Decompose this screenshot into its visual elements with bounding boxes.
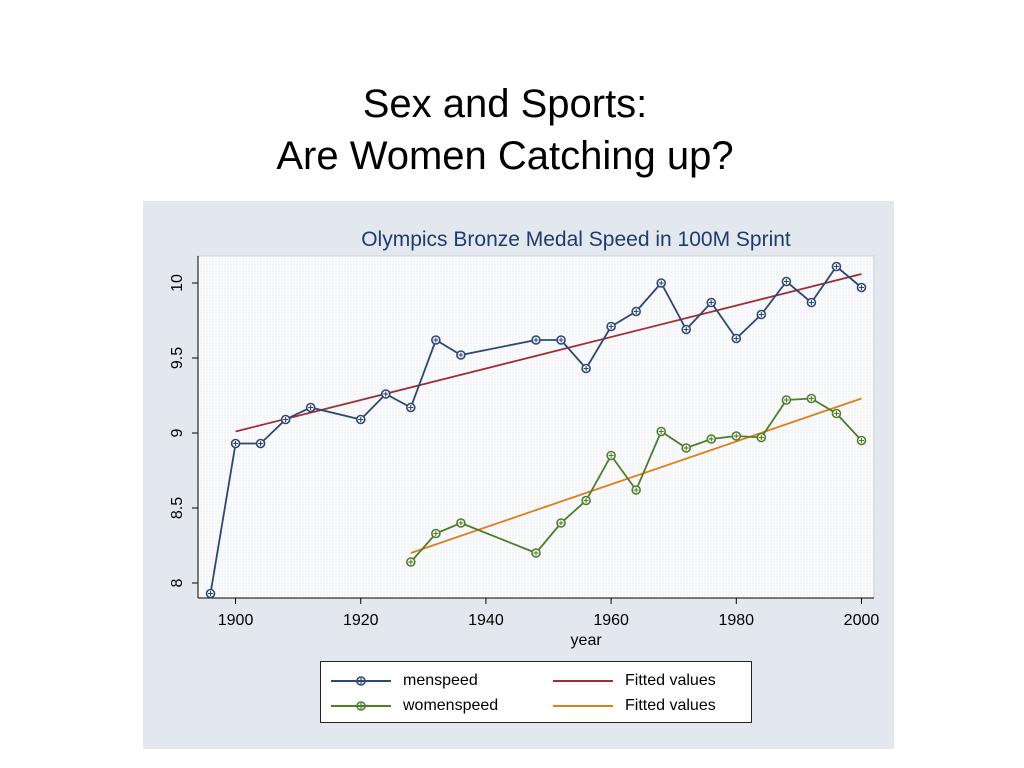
series-menspeed-point (355, 414, 366, 425)
series-menspeed-point (656, 278, 666, 288)
series-menspeed-point (205, 588, 216, 599)
series-women-fitted-line (410, 397, 862, 554)
legend-item-men-fitted: Fitted values (553, 670, 716, 692)
series-menspeed-point (431, 335, 441, 345)
chart-svg: Olympics Bronze Medal Speed in 100M Spri… (169, 228, 880, 649)
x-tick-label: 1920 (343, 612, 379, 629)
legend-swatch-women-fitted (553, 705, 613, 707)
series-menspeed-point (280, 414, 291, 425)
legend-label-women-fitted: Fitted values (625, 697, 716, 714)
series-womenspeed-point (406, 557, 416, 567)
series-womenspeed-point (831, 408, 842, 419)
legend-item-womenspeed: womenspeed (331, 695, 498, 717)
series-womenspeed-point (456, 518, 466, 528)
y-tick-label: 8.5 (169, 497, 186, 519)
y-tick-label: 9 (169, 428, 186, 437)
series-menspeed-point (406, 402, 416, 413)
series-womenspeed-point (581, 495, 591, 506)
series-womenspeed-point (531, 548, 541, 558)
plot-grid (198, 256, 874, 598)
y-tick-label: 9.5 (169, 347, 186, 369)
series-men-fitted-line (235, 273, 862, 433)
series-women-fitted (410, 397, 862, 554)
legend-label-men-fitted: Fitted values (625, 672, 716, 689)
series-menspeed-point (756, 309, 767, 320)
slide-title-line-1: Sex and Sports: (362, 82, 648, 126)
legend-label-menspeed: menspeed (403, 672, 478, 689)
legend-swatch-men-fitted (553, 680, 613, 682)
x-tick-label: 2000 (844, 612, 880, 629)
x-tick-label: 1900 (218, 612, 254, 629)
legend-swatch-menspeed (331, 676, 391, 686)
legend-item-menspeed: menspeed (331, 670, 478, 692)
series-menspeed-point (305, 402, 316, 413)
series-womenspeed (406, 393, 867, 567)
series-menspeed-point (531, 335, 541, 345)
y-tick-label: 10 (169, 274, 186, 292)
series-menspeed-point (581, 363, 591, 374)
series-womenspeed-point (556, 518, 566, 528)
series-womenspeed-point (681, 443, 692, 453)
series-menspeed-point (456, 350, 466, 360)
slide-title: Sex and Sports: Are Women Catching up? (0, 78, 1010, 182)
series-menspeed-point (856, 282, 867, 293)
series-womenspeed-point (656, 426, 666, 437)
series-womenspeed-point (756, 432, 767, 443)
series-womenspeed-point (431, 528, 441, 539)
series-menspeed-point (606, 321, 616, 332)
series-womenspeed-point (781, 395, 792, 405)
series-womenspeed-point (731, 431, 742, 441)
series-menspeed-point (556, 335, 566, 345)
series-menspeed (205, 261, 867, 599)
series-womenspeed-point (606, 450, 616, 461)
series-womenspeed-point (856, 435, 867, 446)
series-menspeed-point (380, 389, 391, 399)
series-womenspeed-point (806, 393, 817, 404)
series-menspeed-point (681, 324, 692, 335)
series-menspeed-point (706, 297, 717, 308)
series-menspeed-point (631, 306, 641, 317)
series-womenspeed-point (706, 434, 717, 444)
series-menspeed-point (731, 333, 742, 344)
legend-label-womenspeed: womenspeed (403, 697, 499, 714)
chart-legend: menspeed womenspeed Fitted values Fitted… (320, 661, 752, 723)
series-menspeed-point (781, 276, 792, 287)
x-tick-label: 1940 (468, 612, 504, 629)
series-menspeed-point (806, 297, 817, 308)
x-axis-label: year (571, 632, 603, 649)
series-menspeed-point (255, 438, 266, 449)
series-menspeed-point (831, 261, 842, 272)
slide-title-line-2: Are Women Catching up? (276, 134, 734, 178)
legend-item-women-fitted: Fitted values (553, 695, 716, 717)
series-men-fitted (235, 273, 862, 433)
chart-title: Olympics Bronze Medal Speed in 100M Spri… (361, 228, 791, 251)
series-womenspeed-point (631, 485, 641, 495)
x-tick-label: 1980 (718, 612, 754, 629)
legend-swatch-womenspeed (331, 701, 391, 711)
y-tick-label: 8 (169, 578, 186, 587)
chart-panel: Olympics Bronze Medal Speed in 100M Spri… (143, 201, 894, 749)
x-tick-label: 1960 (593, 612, 629, 629)
series-menspeed-point (230, 438, 241, 449)
